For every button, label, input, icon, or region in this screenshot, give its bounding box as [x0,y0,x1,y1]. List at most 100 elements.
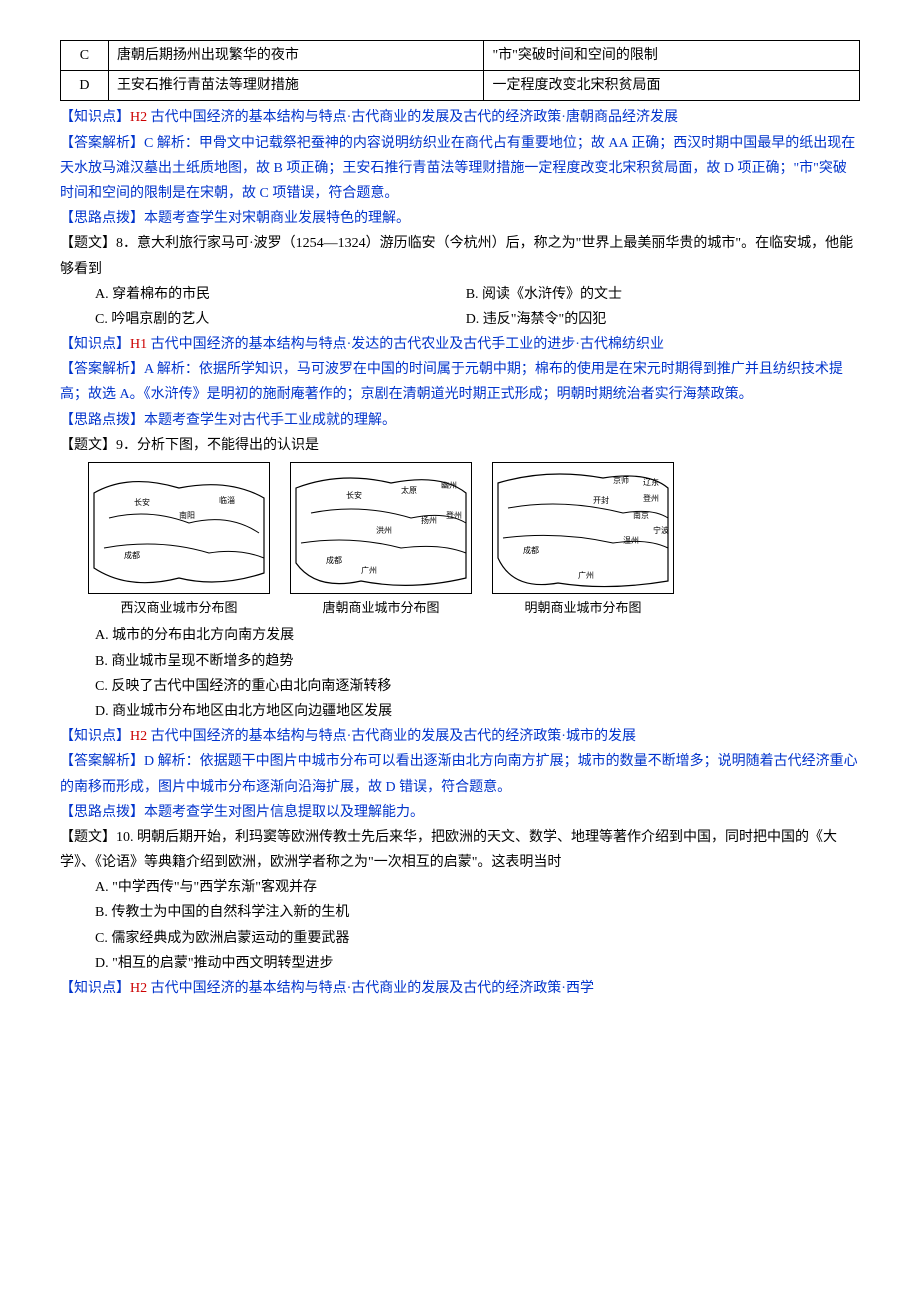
knowledge-point: 【知识点】H2 古代中国经济的基本结构与特点·古代商业的发展及古代的经济政策·城… [60,724,860,749]
kp-text: 古代中国经济的基本结构与特点·古代商业的发展及古代的经济政策·城市的发展 [147,729,636,744]
options-row: A. 穿着棉布的市民 B. 阅读《水浒传》的文士 [60,282,860,307]
ans-letter: A [144,362,157,377]
tip-text: 本题考查学生对图片信息提取以及理解能力。 [144,805,424,820]
options-table: C 唐朝后期扬州出现繁华的夜市 "市"突破时间和空间的限制 D 王安石推行青苗法… [60,40,860,101]
option-c: C. 儒家经典成为欧洲启蒙运动的重要武器 [95,926,860,951]
map-2: 长安 太原 幽州 扬州 洪州 成都 广州 登州 唐朝商业城市分布图 [290,462,472,619]
kp-label: 【知识点】 [60,110,130,125]
svg-text:幽州: 幽州 [441,481,457,490]
answer-analysis: 【答案解析】C 解析：甲骨文中记载祭祀蚕神的内容说明纺织业在商代占有重要地位；故… [60,131,860,207]
kp-label: 【知识点】 [60,981,130,996]
svg-text:广州: 广州 [578,570,594,580]
stem-label: 【题文】8． [60,236,137,251]
stem-text: 明朝后期开始，利玛窦等欧洲传教士先后来华，把欧洲的天文、数学、地理等著作介绍到中… [60,830,837,870]
question-stem: 【题文】10. 明朝后期开始，利玛窦等欧洲传教士先后来华，把欧洲的天文、数学、地… [60,825,860,875]
tip: 【思路点拨】本题考查学生对古代手工业成就的理解。 [60,408,860,433]
option-b: B. 商业城市呈现不断增多的趋势 [95,649,860,674]
ans-label: 【答案解析】 [60,136,144,151]
tip-label: 【思路点拨】 [60,413,144,428]
tip-text: 本题考查学生对宋朝商业发展特色的理解。 [144,211,410,226]
svg-text:登州: 登州 [446,510,462,520]
stem-text: 意大利旅行家马可·波罗（1254—1324）游历临安（今杭州）后，称之为"世界上… [60,236,853,276]
kp-code: H2 [130,729,147,744]
ans-text: 解析：依据所学知识，马可波罗在中国的时间属于元朝中期；棉布的使用是在宋元时期得到… [60,362,843,402]
table-row: C 唐朝后期扬州出现繁华的夜市 "市"突破时间和空间的限制 [61,41,860,71]
cell-left: 唐朝后期扬州出现繁华的夜市 [108,41,484,71]
svg-text:洪州: 洪州 [376,525,392,535]
option-c: C. 吟唱京剧的艺人 [95,307,462,332]
option-d: D. 违反"海禁令"的囚犯 [466,307,833,332]
table-row: D 王安石推行青苗法等理财措施 一定程度改变北宋积贫局面 [61,71,860,101]
ans-label: 【答案解析】 [60,362,144,377]
stem-label: 【题文】10. [60,830,137,845]
map-1: 长安 南阳 成都 临淄 西汉商业城市分布图 [88,462,270,619]
option-a: A. 城市的分布由北方向南方发展 [95,623,860,648]
kp-label: 【知识点】 [60,729,130,744]
cell-letter: D [61,71,109,101]
map-row: 长安 南阳 成都 临淄 西汉商业城市分布图 长安 太原 幽州 扬州 洪州 成都 … [60,462,860,619]
tip: 【思路点拨】本题考查学生对图片信息提取以及理解能力。 [60,800,860,825]
map-caption: 明朝商业城市分布图 [492,596,674,619]
map-caption: 唐朝商业城市分布图 [290,596,472,619]
answer-analysis: 【答案解析】D 解析：依据题干中图片中城市分布可以看出逐渐由北方向南方扩展；城市… [60,749,860,799]
map-image: 长安 太原 幽州 扬州 洪州 成都 广州 登州 [290,462,472,594]
stem-label: 【题文】9． [60,438,137,453]
ans-text: 解析：依据题干中图片中城市分布可以看出逐渐由北方向南方扩展；城市的数量不断增多；… [60,754,858,794]
kp-code: H2 [130,981,147,996]
map-caption: 西汉商业城市分布图 [88,596,270,619]
kp-text: 古代中国经济的基本结构与特点·发达的古代农业及古代手工业的进步·古代棉纺织业 [147,337,664,352]
ans-text: 解析：甲骨文中记载祭祀蚕神的内容说明纺织业在商代占有重要地位；故 AA 正确；西… [60,136,855,201]
svg-text:成都: 成都 [124,550,140,560]
option-a: A. 穿着棉布的市民 [95,282,462,307]
map-image: 长安 南阳 成都 临淄 [88,462,270,594]
tip-text: 本题考查学生对古代手工业成就的理解。 [144,413,396,428]
svg-text:温州: 温州 [623,536,639,545]
option-b: B. 传教士为中国的自然科学注入新的生机 [95,900,860,925]
svg-text:开封: 开封 [593,495,609,505]
svg-text:辽东: 辽东 [643,477,659,487]
svg-text:京师: 京师 [613,475,629,485]
svg-text:登州: 登州 [643,493,659,503]
option-c: C. 反映了古代中国经济的重心由北向南逐渐转移 [95,674,860,699]
kp-label: 【知识点】 [60,337,130,352]
svg-text:扬州: 扬州 [421,515,437,525]
tip-label: 【思路点拨】 [60,805,144,820]
svg-text:广州: 广州 [361,565,377,575]
ans-letter: C [144,136,157,151]
cell-letter: C [61,41,109,71]
map-image: 京师 辽东 开封 南京 宁波 温州 成都 广州 登州 [492,462,674,594]
ans-letter: D [144,754,158,769]
kp-text: 古代中国经济的基本结构与特点·古代商业的发展及古代的经济政策·西学 [147,981,594,996]
cell-left: 王安石推行青苗法等理财措施 [108,71,484,101]
cell-right: "市"突破时间和空间的限制 [484,41,860,71]
map-3: 京师 辽东 开封 南京 宁波 温州 成都 广州 登州 明朝商业城市分布图 [492,462,674,619]
option-a: A. "中学西传"与"西学东渐"客观并存 [95,875,860,900]
knowledge-point: 【知识点】H1 古代中国经济的基本结构与特点·发达的古代农业及古代手工业的进步·… [60,332,860,357]
cell-right: 一定程度改变北宋积贫局面 [484,71,860,101]
option-b: B. 阅读《水浒传》的文士 [466,282,833,307]
options-row: C. 吟唱京剧的艺人 D. 违反"海禁令"的囚犯 [60,307,860,332]
ans-label: 【答案解析】 [60,754,144,769]
stem-text: 分析下图，不能得出的认识是 [137,438,319,453]
kp-code: H2 [130,110,147,125]
option-d: D. "相互的启蒙"推动中西文明转型进步 [95,951,860,976]
answer-analysis: 【答案解析】A 解析：依据所学知识，马可波罗在中国的时间属于元朝中期；棉布的使用… [60,357,860,407]
knowledge-point: 【知识点】H2 古代中国经济的基本结构与特点·古代商业的发展及古代的经济政策·唐… [60,105,860,130]
question-stem: 【题文】9．分析下图，不能得出的认识是 [60,433,860,458]
svg-text:长安: 长安 [346,490,362,500]
svg-text:太原: 太原 [401,485,417,495]
svg-text:成都: 成都 [326,555,342,565]
tip-label: 【思路点拨】 [60,211,144,226]
options-block: A. 城市的分布由北方向南方发展 B. 商业城市呈现不断增多的趋势 C. 反映了… [60,623,860,724]
tip: 【思路点拨】本题考查学生对宋朝商业发展特色的理解。 [60,206,860,231]
svg-text:长安: 长安 [134,497,150,507]
svg-text:成都: 成都 [523,545,539,555]
knowledge-point: 【知识点】H2 古代中国经济的基本结构与特点·古代商业的发展及古代的经济政策·西… [60,976,860,1001]
kp-text: 古代中国经济的基本结构与特点·古代商业的发展及古代的经济政策·唐朝商品经济发展 [147,110,678,125]
question-stem: 【题文】8．意大利旅行家马可·波罗（1254—1324）游历临安（今杭州）后，称… [60,231,860,281]
svg-text:南阳: 南阳 [179,510,195,520]
svg-text:临淄: 临淄 [219,495,235,505]
svg-text:宁波: 宁波 [653,525,669,535]
option-d: D. 商业城市分布地区由北方地区向边疆地区发展 [95,699,860,724]
kp-code: H1 [130,337,147,352]
